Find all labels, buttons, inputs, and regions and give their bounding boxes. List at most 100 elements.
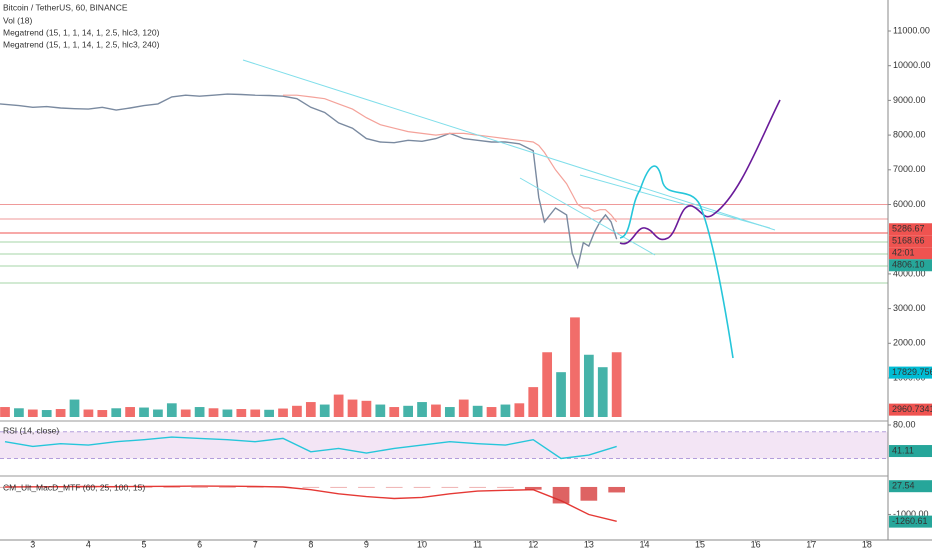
x-tick-label: 5 — [142, 539, 147, 549]
trendline — [242, 59, 776, 231]
trendline — [519, 177, 656, 256]
y-tick-label: 9000.00 — [893, 95, 926, 105]
x-tick-label: 13 — [584, 539, 594, 549]
series-line — [0, 93, 618, 270]
histogram-bar — [135, 486, 153, 488]
histogram-bar — [608, 486, 625, 493]
volume-bar — [14, 408, 24, 417]
price-marker-label: 5168.66 — [892, 236, 925, 246]
x-tick-label: 9 — [364, 539, 369, 549]
x-tick-label: 18 — [862, 539, 872, 549]
volume-bar — [278, 408, 288, 417]
y-tick-label: 8000.00 — [893, 129, 926, 139]
price-marker — [889, 515, 932, 528]
volume-bar — [556, 372, 566, 417]
rsi-band — [0, 431, 888, 459]
y-tick-label: 6000.00 — [893, 199, 926, 209]
histogram-bar — [469, 486, 486, 488]
volume-bar — [514, 403, 525, 417]
volume-bar — [597, 367, 608, 417]
volume-bar — [375, 404, 386, 417]
series-line — [4, 436, 617, 460]
indicator-title: Vol (18) — [3, 15, 32, 25]
price-marker-label: 5286.67 — [892, 224, 925, 234]
histogram-bar — [274, 486, 292, 488]
y-tick-label: 11000.00 — [893, 25, 930, 35]
series-line — [283, 94, 618, 223]
histogram-bar — [107, 486, 125, 488]
x-tick-label: 8 — [308, 539, 313, 549]
countdown-label: 42:01 — [892, 248, 915, 258]
histogram-bar — [302, 486, 320, 488]
price-marker — [889, 235, 932, 248]
volume-bar — [361, 400, 372, 417]
x-tick-label: 11 — [473, 539, 482, 549]
price-marker — [889, 403, 932, 416]
volume-bar — [292, 405, 302, 417]
histogram-bar — [413, 486, 431, 488]
x-tick-label: 14 — [639, 539, 649, 549]
countdown-box — [889, 247, 932, 260]
histogram-bar — [191, 486, 208, 488]
volume-bar — [208, 408, 219, 417]
volume-bar — [83, 409, 94, 417]
axis-background — [888, 0, 932, 550]
volume-bar — [55, 409, 66, 417]
y-tick-label: -1000.00 — [893, 509, 929, 519]
x-tick-label: 7 — [253, 539, 258, 549]
volume-bar — [222, 409, 233, 417]
price-marker-label: -1260.61 — [892, 516, 928, 526]
histogram-bar — [219, 486, 236, 488]
volume-bar — [111, 408, 122, 417]
histogram-bar — [24, 486, 42, 488]
histogram-bar — [552, 486, 570, 504]
volume-bar — [500, 404, 511, 417]
histogram-bar — [52, 486, 69, 488]
price-marker — [889, 366, 932, 379]
price-marker — [889, 259, 932, 272]
volume-bar — [250, 409, 261, 417]
price-marker-label: 27.54 — [892, 481, 915, 491]
x-tick-label: 3 — [30, 539, 35, 549]
price-marker-label: 4806.10 — [892, 260, 925, 270]
volume-bar — [347, 399, 358, 417]
forecast-curve — [619, 99, 781, 245]
volume-bar — [486, 407, 497, 417]
volume-bar — [41, 410, 52, 417]
histogram-bar — [497, 486, 514, 488]
volume-bar — [417, 402, 427, 417]
volume-bar — [0, 407, 10, 417]
histogram-bar — [80, 486, 97, 488]
volume-bar — [389, 407, 400, 417]
x-tick-label: 6 — [197, 539, 202, 549]
volume-bar — [570, 317, 580, 417]
indicator-title: Megatrend (15, 1, 1, 14, 1, 2.5, hlc3, 2… — [3, 39, 160, 49]
volume-bar — [528, 387, 539, 417]
histogram-bar — [330, 486, 347, 488]
indicator-title: RSI (14, close) — [3, 425, 59, 435]
volume-bar — [403, 405, 414, 417]
volume-bar — [264, 409, 274, 417]
price-marker-label: 41.11 — [892, 445, 914, 455]
histogram-bar — [580, 486, 598, 501]
volume-bar — [69, 399, 80, 417]
volume-bar — [166, 403, 177, 417]
indicator-title: CM_Ult_MacD_MTF (60, 25, 100, 15) — [3, 482, 145, 492]
indicator-title: Megatrend (15, 1, 1, 14, 1, 2.5, hlc3, 1… — [3, 27, 160, 37]
volume-bar — [153, 409, 163, 417]
volume-bar — [333, 394, 344, 417]
trendline — [579, 174, 771, 229]
x-tick-label: 10 — [417, 539, 427, 549]
x-tick-label: 17 — [806, 539, 816, 549]
histogram-bar — [385, 486, 403, 488]
symbol-title: Bitcoin / TetherUS, 60, BINANCE — [3, 2, 128, 12]
volume-bar — [125, 407, 135, 417]
volume-bar — [611, 352, 622, 417]
volume-bar — [236, 409, 247, 417]
price-marker-label: 2960.734188 — [892, 404, 932, 414]
price-marker — [889, 223, 932, 236]
series-line — [4, 485, 617, 522]
